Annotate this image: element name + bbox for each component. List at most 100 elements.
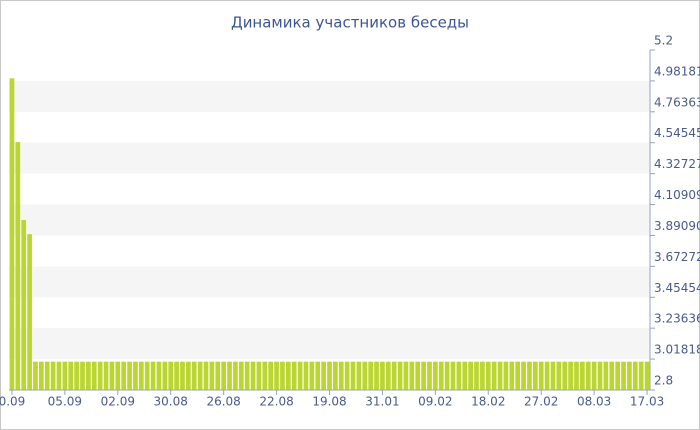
bar: [268, 361, 274, 390]
bar: [21, 220, 27, 390]
x-tick-label: 17.03: [630, 395, 664, 409]
x-tick-label: 05.09: [48, 395, 82, 409]
x-tick-label: 08.03: [577, 395, 611, 409]
chart-title: Динамика участников беседы: [231, 14, 469, 32]
bar: [274, 361, 279, 390]
bar: [574, 361, 579, 390]
y-tick-label: 3.45454: [654, 281, 700, 295]
bar: [585, 361, 591, 390]
y-tick-label: 4.54545: [654, 126, 700, 140]
bar: [291, 361, 297, 390]
bar: [250, 361, 256, 390]
y-tick-label: 3.67272: [654, 250, 700, 264]
bar: [50, 361, 56, 390]
bar: [174, 361, 179, 390]
bar: [86, 361, 91, 390]
y-tick-label: 5.2: [654, 34, 673, 48]
bar: [33, 361, 38, 390]
bar: [556, 361, 562, 390]
bar: [262, 361, 268, 390]
bar: [127, 361, 132, 390]
bar: [356, 361, 362, 390]
bar: [191, 361, 197, 390]
bar: [362, 361, 368, 390]
y-tick-label: 3.89090: [654, 219, 700, 233]
bar: [621, 361, 626, 390]
bar: [468, 361, 473, 390]
bar: [133, 361, 138, 390]
y-tick-label: 4.10909: [654, 188, 700, 202]
bar: [415, 361, 421, 390]
y-tick-label: 4.32727: [654, 157, 700, 171]
bar: [638, 361, 644, 390]
y-tick-label: 3.23636: [654, 312, 700, 326]
grid-band: [9, 142, 650, 174]
bar: [603, 361, 609, 390]
bar: [244, 361, 250, 390]
y-tick-label: 3.01818: [654, 343, 700, 357]
bar: [197, 361, 203, 390]
bar: [532, 361, 538, 390]
x-tick-label: 30.08: [154, 395, 188, 409]
bar: [109, 361, 115, 390]
bar: [503, 361, 509, 390]
bar: [450, 361, 456, 390]
grid-band: [9, 266, 650, 298]
x-tick-label: 0.09: [0, 395, 25, 409]
bar: [544, 361, 550, 390]
bar: [491, 361, 497, 390]
bar: [156, 361, 162, 390]
bar: [303, 361, 309, 390]
bar: [56, 361, 62, 390]
bar: [480, 361, 485, 390]
bar: [385, 361, 391, 390]
bar: [97, 361, 103, 390]
x-tick-label: 19.08: [312, 395, 346, 409]
bar: [550, 361, 556, 390]
y-tick-label: 2.8: [654, 374, 673, 388]
bar: [180, 361, 185, 390]
bar: [327, 361, 332, 390]
bar: [9, 78, 15, 390]
bar: [256, 361, 262, 390]
bar: [597, 361, 603, 390]
bar: [285, 361, 291, 390]
bar: [297, 361, 303, 390]
bar: [203, 361, 209, 390]
bar: [38, 361, 44, 390]
bar: [368, 361, 374, 390]
bar: [280, 361, 285, 390]
bar: [562, 361, 568, 390]
bar: [474, 361, 479, 390]
bar: [150, 361, 156, 390]
bar: [350, 361, 356, 390]
bar: [338, 361, 344, 390]
x-tick-label: 18.02: [471, 395, 505, 409]
bar: [391, 361, 397, 390]
grid-band: [9, 328, 650, 360]
bar: [591, 361, 597, 390]
bar: [333, 361, 338, 390]
bar: [509, 361, 515, 390]
bar: [427, 361, 432, 390]
bar: [374, 361, 379, 390]
bar: [221, 361, 226, 390]
bar: [62, 361, 68, 390]
bar: [580, 361, 585, 390]
bar: [215, 361, 221, 390]
bar: [309, 361, 315, 390]
bar: [121, 361, 127, 390]
bar: [44, 361, 50, 390]
bar: [456, 361, 462, 390]
bar: [568, 361, 573, 390]
bar: [609, 361, 615, 390]
bar: [433, 361, 438, 390]
bar: [527, 361, 532, 390]
bar: [227, 361, 232, 390]
bar: [444, 361, 450, 390]
x-tick-label: 31.01: [365, 395, 399, 409]
bar: [168, 361, 174, 390]
bar: [403, 361, 409, 390]
bar: [103, 361, 109, 390]
